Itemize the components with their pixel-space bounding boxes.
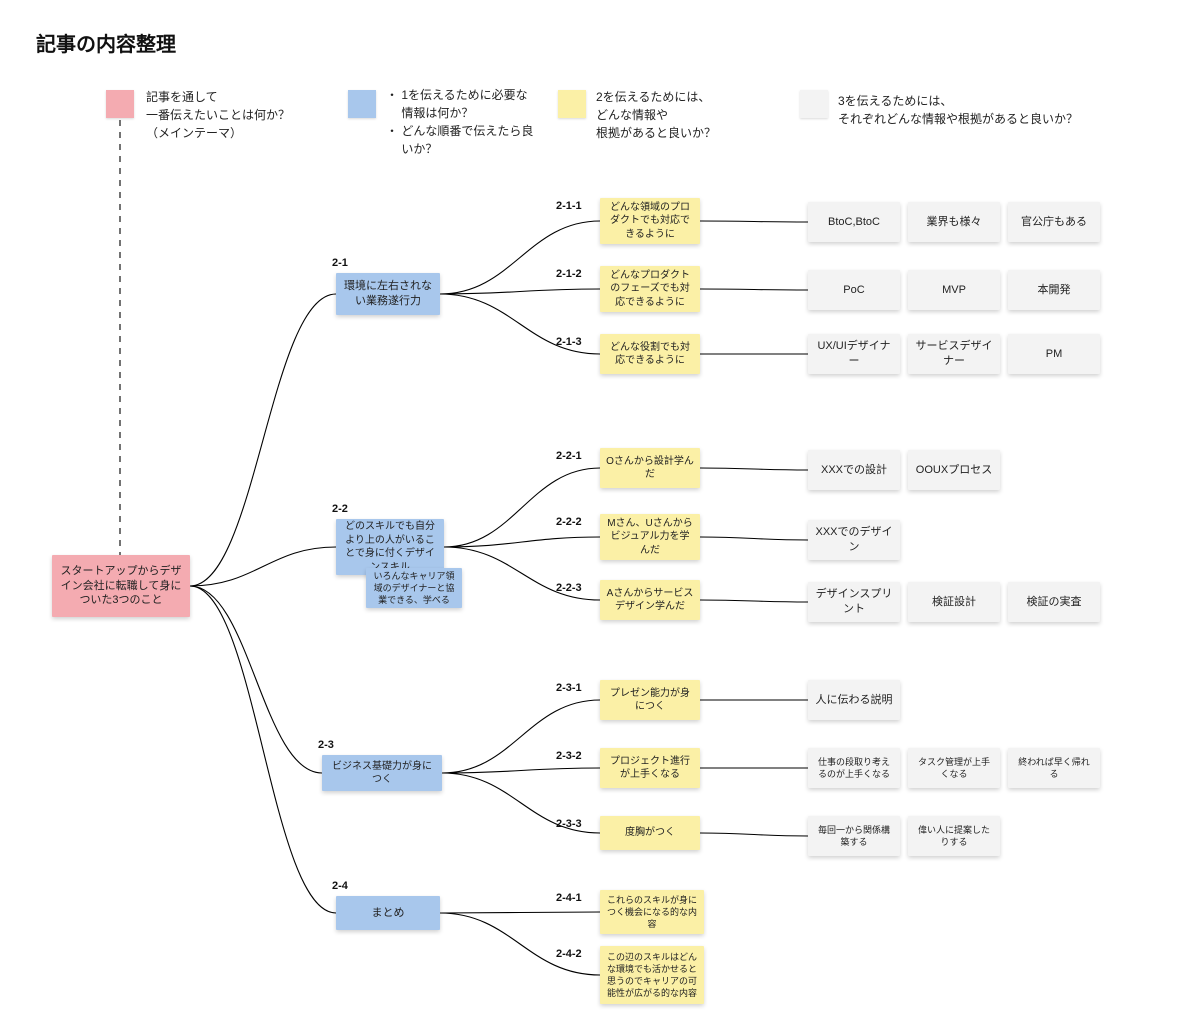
section-label: 2-4-2 bbox=[556, 948, 582, 960]
node-n223-g2: 検証の実査 bbox=[1008, 582, 1100, 622]
node-n213-g0: UX/UIデザイナー bbox=[808, 334, 900, 374]
node-n211-g2: 官公庁もある bbox=[1008, 202, 1100, 242]
node-n212-g0: PoC bbox=[808, 270, 900, 310]
section-label: 2-1 bbox=[332, 257, 348, 269]
section-label: 2-2-3 bbox=[556, 582, 582, 594]
node-n223-g1: 検証設計 bbox=[908, 582, 1000, 622]
node-n232-g2: 終われば早く帰れる bbox=[1008, 748, 1100, 788]
node-n22: どのスキルでも自分より上の人がいることで身に付くデザインスキル bbox=[336, 519, 444, 575]
section-label: 2-3 bbox=[318, 739, 334, 751]
node-n221: Oさんから設計学んだ bbox=[600, 448, 700, 488]
node-n221-g1: OOUXプロセス bbox=[908, 450, 1000, 490]
node-n212-g1: MVP bbox=[908, 270, 1000, 310]
node-n223-g0: デザインスプリント bbox=[808, 582, 900, 622]
node-n232-g0: 仕事の段取り考えるのが上手くなる bbox=[808, 748, 900, 788]
page-title: 記事の内容整理 bbox=[36, 28, 176, 57]
legend-swatch-1 bbox=[348, 90, 376, 118]
legend-text-3: 3を伝えるためには、 それぞれどんな情報や根拠があると良いか？ bbox=[838, 92, 1078, 128]
node-n223: Aさんからサービスデザイン学んだ bbox=[600, 580, 700, 620]
node-n222-g0: XXXでのデザイン bbox=[808, 520, 900, 560]
node-n231-g0: 人に伝わる説明 bbox=[808, 680, 900, 720]
section-label: 2-2 bbox=[332, 503, 348, 515]
node-n242: この辺のスキルはどんな環境でも活かせると思うのでキャリアの可能性が広がる的な内容 bbox=[600, 946, 704, 1004]
diagram-canvas: 記事の内容整理 記事を通して 一番伝えたいことは何か？ （メインテーマ） ・ 1を… bbox=[0, 0, 1200, 1027]
node-n22-sub: いろんなキャリア領域のデザイナーと協業できる、学べる bbox=[366, 568, 462, 608]
section-label: 2-2-1 bbox=[556, 450, 582, 462]
node-n212: どんなプロダクトのフェーズでも対応できるように bbox=[600, 266, 700, 312]
node-n232: プロジェクト進行が上手くなる bbox=[600, 748, 700, 788]
node-n233: 度胸がつく bbox=[600, 816, 700, 850]
section-label: 2-1-3 bbox=[556, 336, 582, 348]
node-n221-g0: XXXでの設計 bbox=[808, 450, 900, 490]
section-label: 2-2-2 bbox=[556, 516, 582, 528]
legend-text-0: 記事を通して 一番伝えたいことは何か？ （メインテーマ） bbox=[146, 88, 290, 142]
node-n212-g2: 本開発 bbox=[1008, 270, 1100, 310]
node-n211-g0: BtoC,BtoC bbox=[808, 202, 900, 242]
section-label: 2-4-1 bbox=[556, 892, 582, 904]
node-n23: ビジネス基礎力が身につく bbox=[322, 755, 442, 791]
legend-text-1: ・ 1を伝えるために必要な 情報は何か？ ・ どんな順番で伝えたら良 いか？ bbox=[386, 86, 533, 158]
node-root: スタートアップからデザイン会社に転職して身についた3つのこと bbox=[52, 555, 190, 617]
node-n233-g1: 偉い人に提案したりする bbox=[908, 816, 1000, 856]
section-label: 2-3-2 bbox=[556, 750, 582, 762]
section-label: 2-3-3 bbox=[556, 818, 582, 830]
node-n232-g1: タスク管理が上手くなる bbox=[908, 748, 1000, 788]
node-n211: どんな領域のプロダクトでも対応できるように bbox=[600, 198, 700, 244]
node-n211-g1: 業界も様々 bbox=[908, 202, 1000, 242]
section-label: 2-1-1 bbox=[556, 200, 582, 212]
node-n231: プレゼン能力が身につく bbox=[600, 680, 700, 720]
node-n213-g1: サービスデザイナー bbox=[908, 334, 1000, 374]
legend-swatch-3 bbox=[800, 90, 828, 118]
legend-swatch-0 bbox=[106, 90, 134, 118]
node-n222: Mさん、Uさんからビジュアル力を学んだ bbox=[600, 514, 700, 560]
section-label: 2-1-2 bbox=[556, 268, 582, 280]
legend-swatch-2 bbox=[558, 90, 586, 118]
node-n241: これらのスキルが身につく機会になる的な内容 bbox=[600, 890, 704, 934]
section-label: 2-3-1 bbox=[556, 682, 582, 694]
node-n21: 環境に左右されない業務遂行力 bbox=[336, 273, 440, 315]
node-n213-g2: PM bbox=[1008, 334, 1100, 374]
section-label: 2-4 bbox=[332, 880, 348, 892]
legend-text-2: 2を伝えるためには、 どんな情報や 根拠があると良いか？ bbox=[596, 88, 716, 142]
node-n213: どんな役割でも対応できるように bbox=[600, 334, 700, 374]
node-n233-g0: 毎回一から関係構築する bbox=[808, 816, 900, 856]
node-n24: まとめ bbox=[336, 896, 440, 930]
